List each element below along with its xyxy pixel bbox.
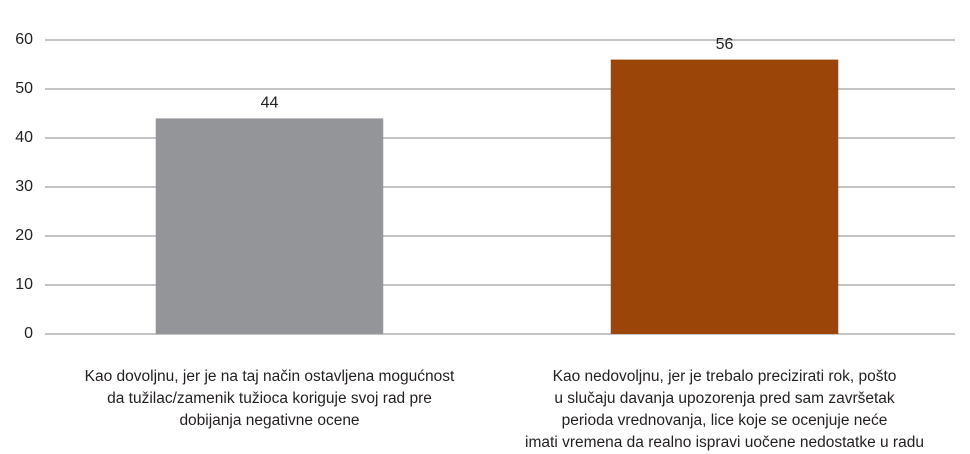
y-tick-label: 60 (15, 31, 33, 48)
value-label: 44 (261, 95, 279, 112)
bar (155, 118, 384, 335)
x-tick-label: Kao dovoljnu, jer je na taj način ostavl… (84, 368, 455, 429)
y-tick-label: 10 (15, 276, 33, 293)
y-tick-label: 40 (15, 129, 33, 146)
value-label: 56 (716, 36, 734, 53)
y-tick-label: 0 (24, 325, 33, 342)
y-tick-label: 30 (15, 178, 33, 195)
y-tick-label: 20 (15, 227, 33, 244)
y-tick-label: 50 (15, 80, 33, 97)
bar (610, 59, 839, 334)
x-tick-label: Kao nedovoljnu, jer je trebalo precizira… (525, 368, 924, 451)
